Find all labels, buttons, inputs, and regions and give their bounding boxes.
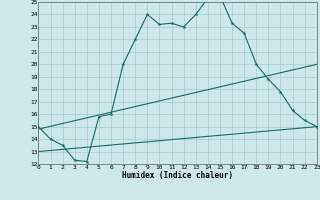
X-axis label: Humidex (Indice chaleur): Humidex (Indice chaleur) [122, 171, 233, 180]
